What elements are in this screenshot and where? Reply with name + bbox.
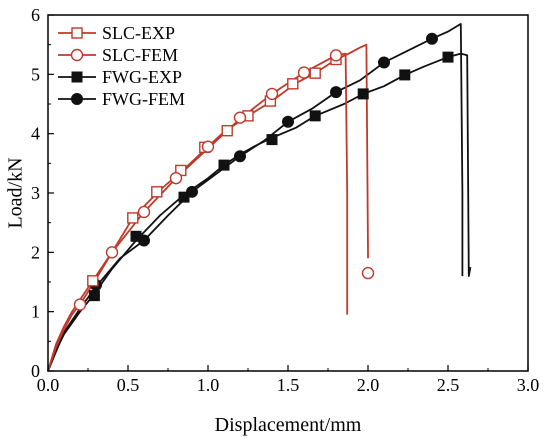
legend-marker-fwg-fem: [71, 93, 83, 105]
legend-label-slc-exp: SLC-EXP: [102, 23, 175, 43]
data-point-slc-exp: [287, 78, 299, 90]
data-point-slc-exp: [221, 124, 233, 137]
y-tick-label: 1: [31, 302, 40, 322]
x-tick-label: 1.5: [277, 375, 300, 395]
data-point-fwg-exp: [309, 110, 321, 122]
x-tick-label: 2.0: [357, 375, 380, 395]
series-line-fwg-fem: [47, 23, 464, 372]
x-tick-label: 0.0: [37, 375, 60, 395]
legend-label-fwg-fem: FWG-FEM: [102, 89, 185, 109]
data-point-fwg-fem: [186, 185, 198, 198]
data-point-slc-fem: [233, 111, 247, 124]
x-tick-label: 3.0: [517, 375, 540, 395]
data-point-fwg-exp: [399, 69, 411, 81]
data-point-fwg-fem: [282, 115, 294, 128]
data-point-slc-fem: [297, 66, 311, 79]
y-tick-label: 5: [31, 64, 40, 84]
data-point-fwg-fem: [234, 150, 246, 163]
data-point-slc-fem: [361, 266, 375, 280]
plot-group: [47, 23, 472, 372]
data-point-slc-exp: [127, 212, 139, 224]
legend-item-fwg-exp: FWG-EXP: [58, 67, 182, 87]
series-line-slc-exp: [47, 43, 369, 372]
legend-item-slc-exp: SLC-EXP: [58, 23, 175, 43]
data-point-slc-exp: [151, 186, 163, 198]
series-line-slc-fem: [47, 52, 349, 372]
x-axis-title: Displacement/mm: [215, 414, 362, 436]
data-point-slc-fem: [265, 87, 279, 101]
data-point-fwg-exp: [178, 191, 190, 203]
legend-marker-fwg-exp: [71, 71, 83, 83]
data-point-fwg-fem: [378, 56, 390, 69]
data-point-slc-fem: [201, 140, 215, 153]
data-point-slc-fem: [169, 171, 183, 185]
tick-group: 0.0 0.5 1.0 1.5 2.0 2.5 3.0 0 1 2 3 4 5 6: [31, 5, 539, 395]
data-point-slc-exp: [87, 275, 99, 287]
legend-item-fwg-fem: FWG-FEM: [58, 89, 185, 109]
data-point-fwg-exp: [218, 159, 230, 171]
data-point-fwg-exp: [266, 134, 278, 146]
x-tick-label: 1.0: [197, 375, 220, 395]
data-point-fwg-exp: [88, 290, 100, 302]
x-tick-label: 0.5: [117, 375, 140, 395]
data-point-fwg-exp: [442, 51, 454, 63]
y-tick-label: 2: [31, 242, 40, 262]
legend-marker-slc-fem: [70, 48, 84, 62]
y-tick-label: 4: [31, 124, 40, 144]
data-point-fwg-fem: [426, 32, 438, 45]
data-point-slc-exp: [309, 67, 321, 79]
y-tick-label: 6: [31, 5, 40, 25]
x-tick-label: 2.5: [437, 375, 460, 395]
data-point-slc-fem: [137, 205, 151, 219]
data-point-fwg-fem: [330, 86, 342, 99]
y-tick-label: 3: [31, 183, 40, 203]
legend-item-slc-fem: SLC-FEM: [58, 45, 178, 65]
data-point-fwg-exp: [357, 88, 369, 100]
y-tick-label: 0: [31, 361, 40, 381]
legend-marker-slc-exp: [71, 27, 83, 39]
data-point-fwg-fem: [138, 234, 150, 247]
data-point-slc-fem: [73, 298, 87, 311]
y-axis-title: Load/kN: [5, 157, 27, 228]
legend-label-fwg-exp: FWG-EXP: [102, 67, 182, 87]
data-point-slc-fem: [105, 246, 119, 259]
legend-label-slc-fem: SLC-FEM: [102, 45, 178, 65]
data-point-slc-fem: [329, 49, 343, 62]
